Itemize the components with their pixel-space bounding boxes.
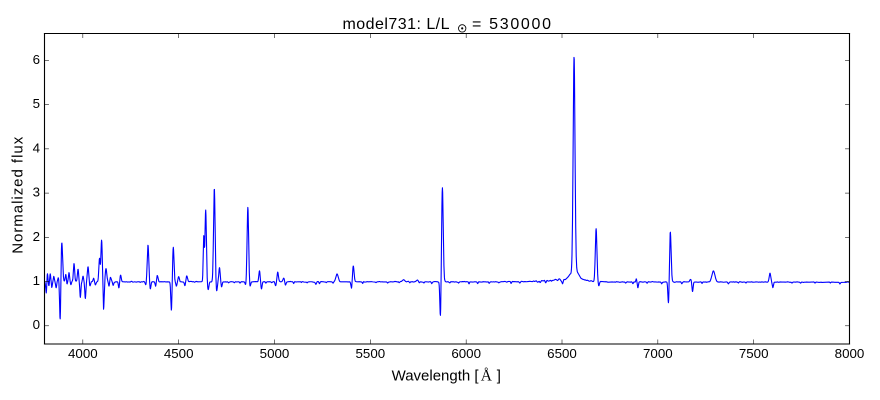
svg-text:5: 5 (33, 96, 40, 111)
svg-text:8000: 8000 (835, 346, 865, 361)
svg-text:4500: 4500 (164, 346, 194, 361)
svg-text:= 530000: = 530000 (472, 16, 551, 33)
svg-text:Wavelength [: Wavelength [ (392, 368, 480, 385)
svg-text:7500: 7500 (739, 346, 769, 361)
svg-text:]: ] (497, 368, 501, 385)
svg-text:1: 1 (33, 273, 40, 288)
svg-text:6000: 6000 (451, 346, 481, 361)
svg-text:6: 6 (33, 52, 40, 67)
svg-text:0: 0 (33, 317, 40, 332)
svg-text:5500: 5500 (356, 346, 386, 361)
svg-text:Å: Å (481, 368, 493, 385)
svg-text:4: 4 (33, 140, 41, 155)
svg-text:2: 2 (33, 229, 40, 244)
svg-text:5000: 5000 (260, 346, 290, 361)
svg-text:Normalized flux: Normalized flux (10, 136, 27, 254)
svg-text:3: 3 (33, 185, 40, 200)
svg-text:4000: 4000 (68, 346, 98, 361)
svg-text:7000: 7000 (643, 346, 673, 361)
svg-text:model731: L/L: model731: L/L (343, 16, 450, 33)
svg-text:6500: 6500 (547, 346, 577, 361)
